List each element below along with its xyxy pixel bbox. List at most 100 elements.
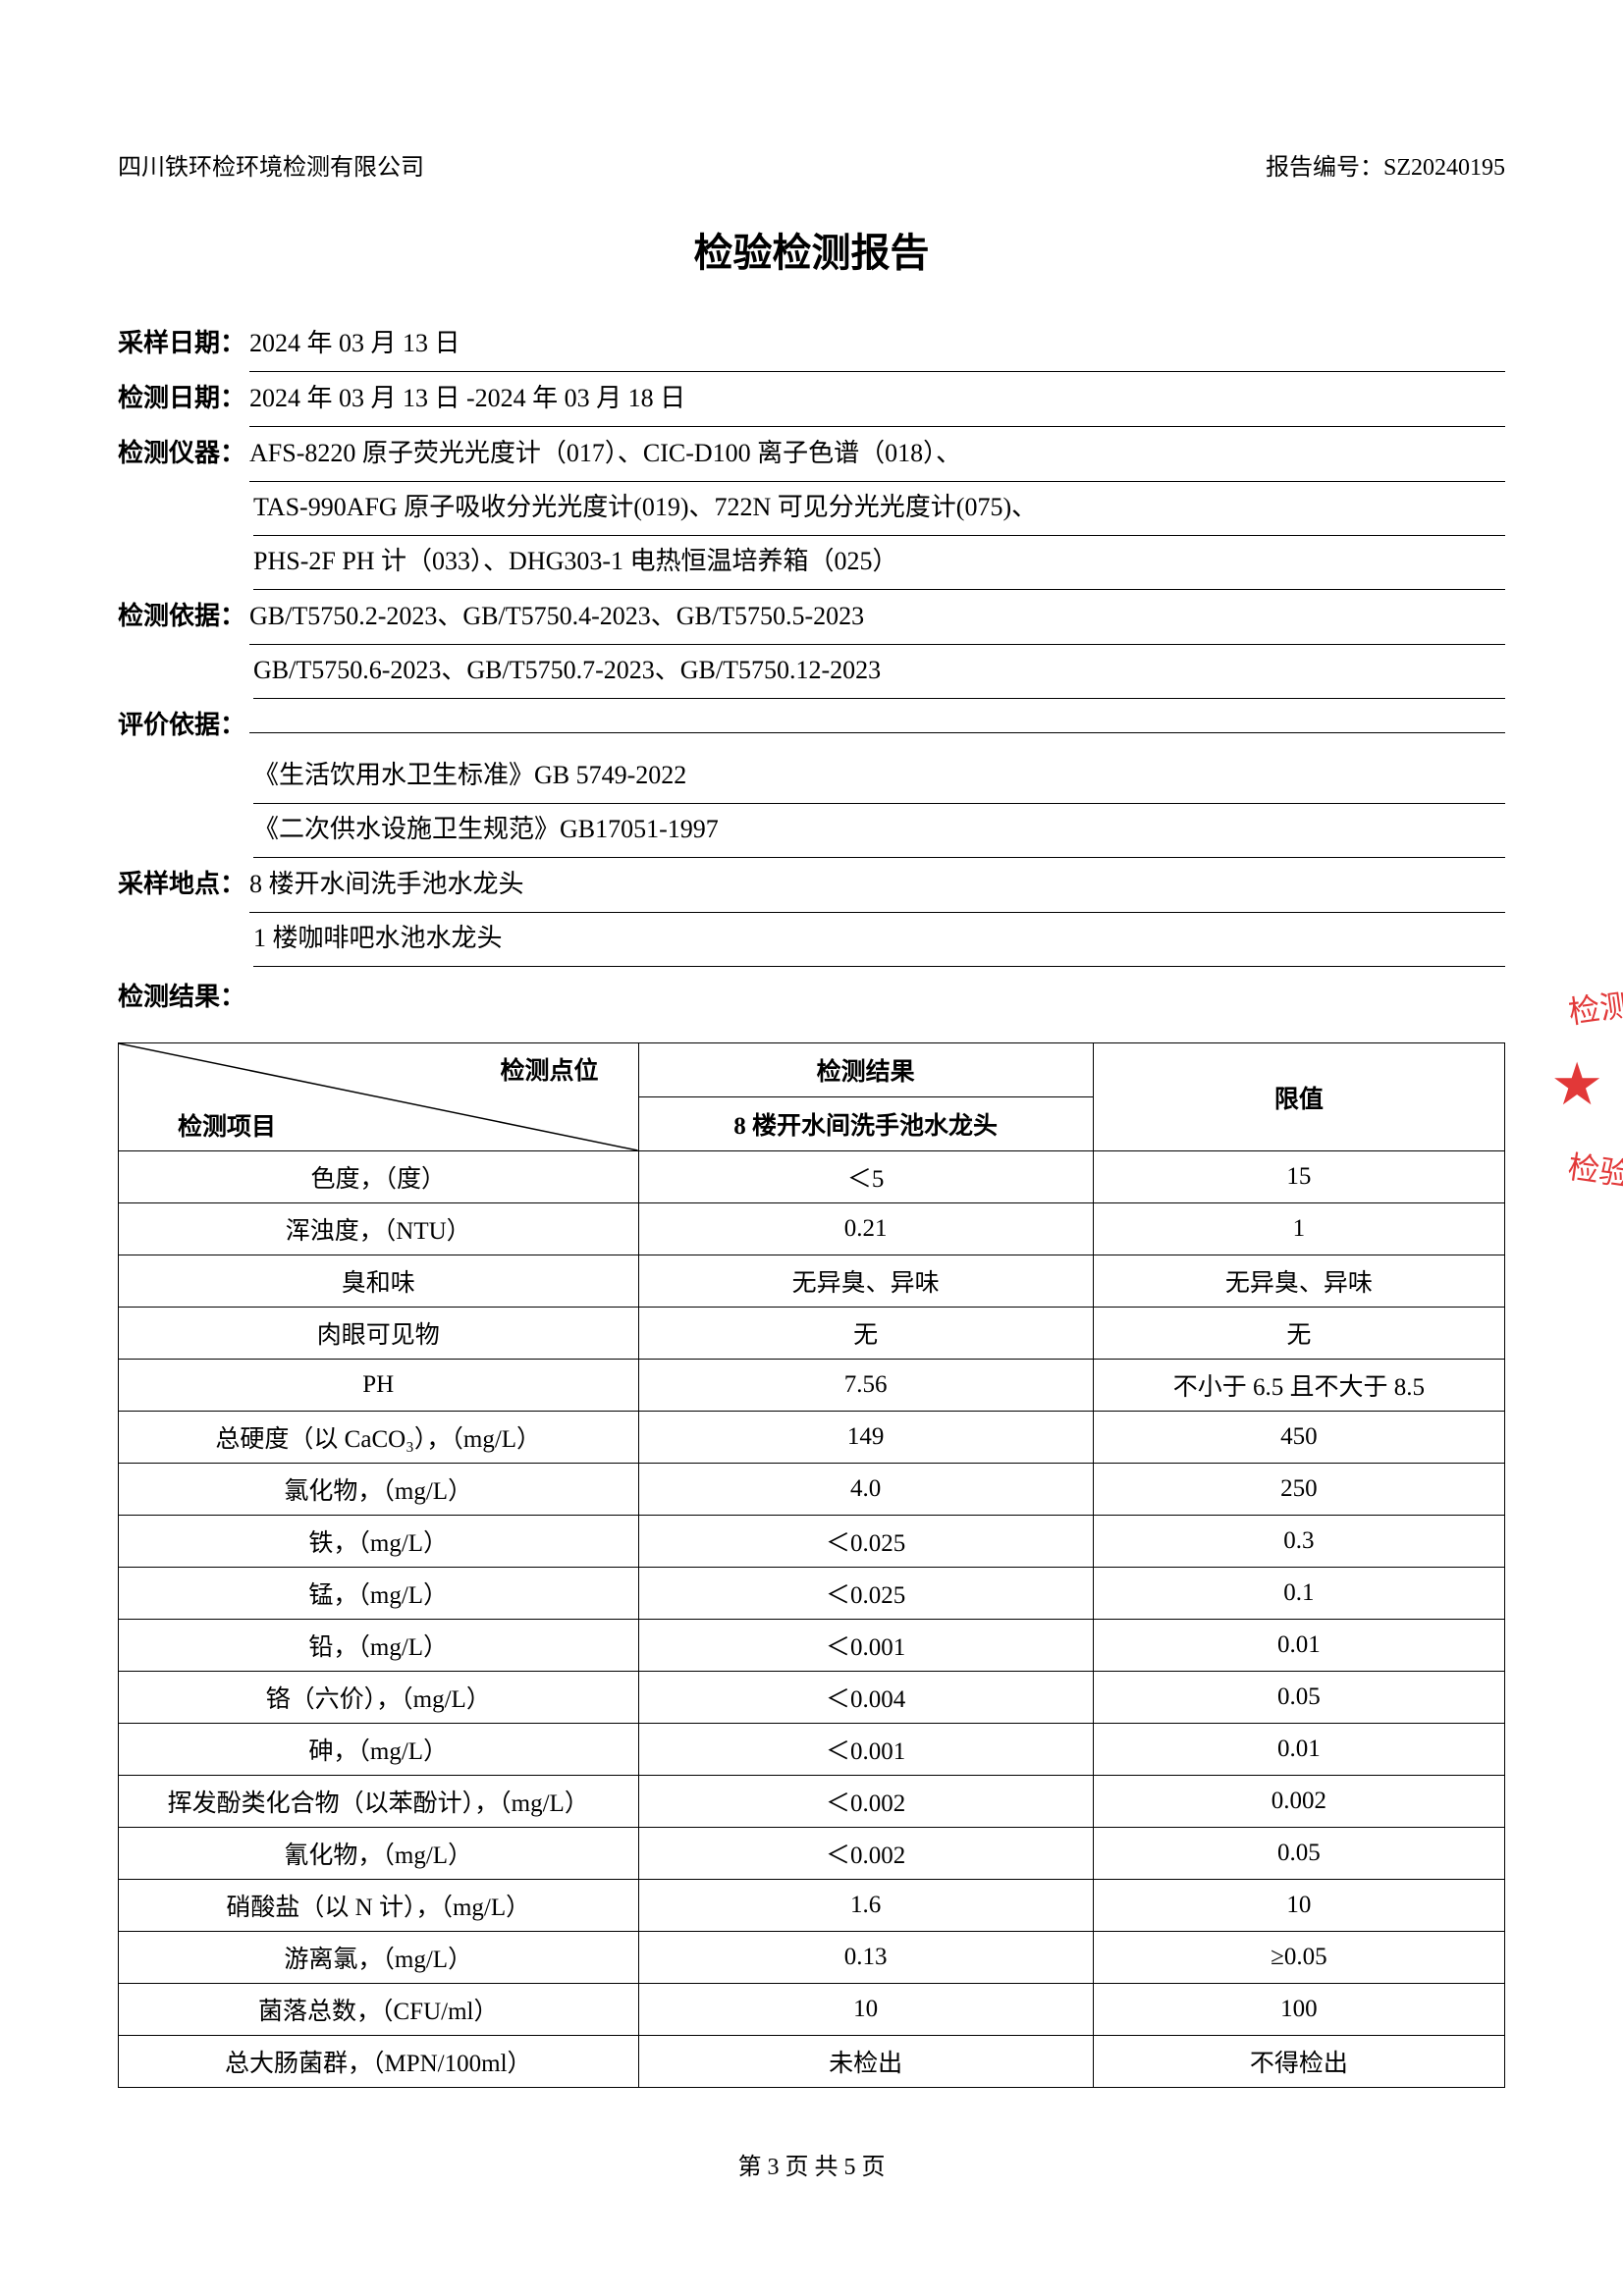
table-row: 氯化物，（mg/L）4.0250 [119,1464,1505,1516]
limit-cell: 0.01 [1093,1620,1504,1672]
table-row: 浑浊度，（NTU）0.211 [119,1203,1505,1255]
table-row: 挥发酚类化合物（以苯酚计），（mg/L）＜0.0020.002 [119,1776,1505,1828]
location-value-1: 8 楼开水间洗手池水龙头 [249,859,1505,913]
location-value-2: 1 楼咖啡吧水池水龙头 [253,913,1505,967]
diag-bottom-label: 检测项目 [178,1107,276,1143]
item-cell: 铅，（mg/L） [119,1620,639,1672]
item-cell: 铁，（mg/L） [119,1516,639,1568]
table-row: 铬（六价），（mg/L）＜0.0040.05 [119,1672,1505,1724]
document-header: 四川铁环检环境检测有限公司 报告编号：SZ20240195 [118,147,1505,182]
limit-header: 限值 [1093,1043,1504,1151]
limit-cell: ≥0.05 [1093,1932,1504,1984]
limit-cell: 不小于 6.5 且不大于 8.5 [1093,1360,1504,1412]
eval-label: 评价依据： [118,699,245,750]
result-cell: 4.0 [638,1464,1093,1516]
result-cell: 7.56 [638,1360,1093,1412]
item-cell: 色度，（度） [119,1151,639,1203]
limit-cell: 0.05 [1093,1672,1504,1724]
result-cell: ＜0.001 [638,1724,1093,1776]
limit-cell: 不得检出 [1093,2036,1504,2088]
basis-value-2: GB/T5750.6-2023、GB/T5750.7-2023、GB/T5750… [253,645,1505,699]
result-cell: 0.13 [638,1932,1093,1984]
limit-cell: 0.01 [1093,1724,1504,1776]
test-date-label: 检测日期： [118,372,245,423]
result-cell: ＜0.001 [638,1620,1093,1672]
result-cell: 未检出 [638,2036,1093,2088]
table-row: 锰，（mg/L）＜0.0250.1 [119,1568,1505,1620]
limit-cell: 15 [1093,1151,1504,1203]
basis-value-1: GB/T5750.2-2023、GB/T5750.4-2023、GB/T5750… [249,591,1505,645]
item-cell: 氰化物，（mg/L） [119,1828,639,1880]
test-date-value: 2024 年 03 月 13 日 -2024 年 03 月 18 日 [249,373,1505,427]
limit-cell: 100 [1093,1984,1504,2036]
limit-cell: 0.05 [1093,1828,1504,1880]
item-cell: 硝酸盐（以 N 计），（mg/L） [119,1880,639,1932]
result-cell: ＜0.025 [638,1516,1093,1568]
item-cell: 总大肠菌群，（MPN/100ml） [119,2036,639,2088]
result-cell: 149 [638,1412,1093,1464]
sample-date-label: 采样日期： [118,317,245,368]
table-row: 砷，（mg/L）＜0.0010.01 [119,1724,1505,1776]
table-row: 硝酸盐（以 N 计），（mg/L）1.610 [119,1880,1505,1932]
item-cell: 肉眼可见物 [119,1308,639,1360]
instrument-label: 检测仪器： [118,427,245,478]
limit-cell: 1 [1093,1203,1504,1255]
table-row: 肉眼可见物无无 [119,1308,1505,1360]
eval-value-2: 《二次供水设施卫生规范》GB17051-1997 [253,804,1505,858]
instrument-value-1: AFS-8220 原子荧光光度计（017）、CIC-D100 离子色谱（018）… [249,428,1505,482]
table-row: 菌落总数，（CFU/ml）10100 [119,1984,1505,2036]
item-cell: 菌落总数，（CFU/ml） [119,1984,639,2036]
eval-value-1: 《生活饮用水卫生标准》GB 5749-2022 [253,750,1505,804]
item-cell: 氯化物，（mg/L） [119,1464,639,1516]
instrument-value-2: TAS-990AFG 原子吸收分光光度计(019)、722N 可见分光光度计(0… [253,482,1505,536]
limit-cell: 无异臭、异味 [1093,1255,1504,1308]
basis-label: 检测依据： [118,590,245,641]
item-cell: 总硬度（以 CaCO₃），（mg/L） [119,1412,639,1464]
result-cell: 1.6 [638,1880,1093,1932]
table-row: 氰化物，（mg/L）＜0.0020.05 [119,1828,1505,1880]
item-cell: PH [119,1360,639,1412]
result-subheader: 8 楼开水间洗手池水龙头 [638,1097,1093,1151]
table-row: PH7.56不小于 6.5 且不大于 8.5 [119,1360,1505,1412]
limit-cell: 250 [1093,1464,1504,1516]
result-cell: ＜0.002 [638,1776,1093,1828]
limit-cell: 0.3 [1093,1516,1504,1568]
table-row: 铁，（mg/L）＜0.0250.3 [119,1516,1505,1568]
limit-cell: 10 [1093,1880,1504,1932]
item-cell: 砷，（mg/L） [119,1724,639,1776]
company-name: 四川铁环检环境检测有限公司 [118,147,424,182]
sample-date-value: 2024 年 03 月 13 日 [249,318,1505,372]
result-cell: ＜0.025 [638,1568,1093,1620]
diag-top-label: 检测点位 [500,1051,598,1087]
location-label: 采样地点： [118,858,245,909]
table-row: 铅，（mg/L）＜0.0010.01 [119,1620,1505,1672]
info-section: 采样日期： 2024 年 03 月 13 日 检测日期： 2024 年 03 月… [118,317,1505,1013]
eval-blank [249,730,1505,733]
table-row: 总硬度（以 CaCO₃），（mg/L）149450 [119,1412,1505,1464]
table-row: 游离氯，（mg/L）0.13≥0.05 [119,1932,1505,1984]
limit-cell: 0.002 [1093,1776,1504,1828]
result-cell: ＜0.004 [638,1672,1093,1724]
results-table: 检测点位 检测项目 检测结果 限值 8 楼开水间洗手池水龙头 色度，（度）＜51… [118,1042,1505,2088]
result-cell: ＜5 [638,1151,1093,1203]
limit-cell: 450 [1093,1412,1504,1464]
table-row: 臭和味无异臭、异味无异臭、异味 [119,1255,1505,1308]
item-cell: 挥发酚类化合物（以苯酚计），（mg/L） [119,1776,639,1828]
limit-cell: 无 [1093,1308,1504,1360]
results-label: 检测结果： [118,977,1505,1013]
result-cell: ＜0.002 [638,1828,1093,1880]
report-title: 检验检测报告 [118,221,1505,278]
table-row: 色度，（度）＜515 [119,1151,1505,1203]
result-header: 检测结果 [638,1043,1093,1097]
report-number: 报告编号：SZ20240195 [1266,147,1505,182]
result-cell: 无 [638,1308,1093,1360]
result-cell: 0.21 [638,1203,1093,1255]
limit-cell: 0.1 [1093,1568,1504,1620]
result-cell: 无异臭、异味 [638,1255,1093,1308]
result-cell: 10 [638,1984,1093,2036]
page-number: 第 3 页 共 5 页 [118,2147,1505,2181]
item-cell: 锰，（mg/L） [119,1568,639,1620]
item-cell: 臭和味 [119,1255,639,1308]
item-cell: 游离氯，（mg/L） [119,1932,639,1984]
item-cell: 浑浊度，（NTU） [119,1203,639,1255]
